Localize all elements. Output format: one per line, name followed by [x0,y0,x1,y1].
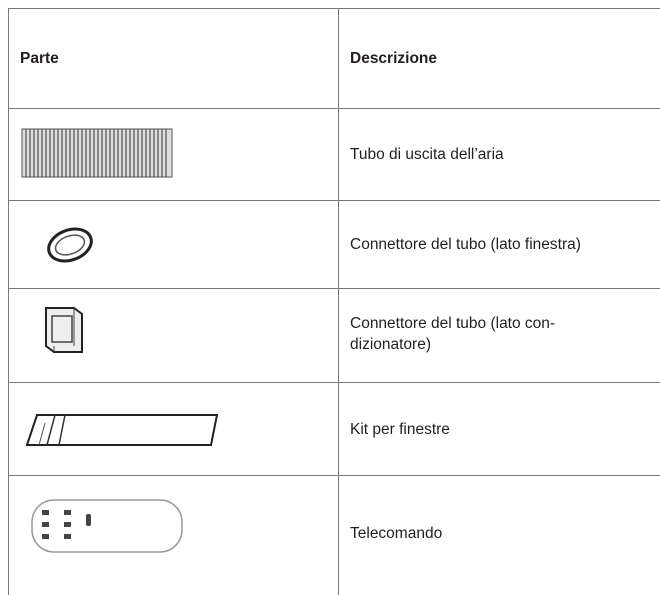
line: Kit per finestre [350,421,450,438]
line: Tubo di uscita dell’aria [350,146,504,163]
rule [8,288,660,289]
description: Connettore del tubo (lato finestra) [350,234,581,255]
description: Telecomando [350,523,442,544]
line: Connettore del tubo (lato con- [350,315,556,332]
description: Tubo di uscita dell’aria [350,144,504,165]
header-cell: Parte [20,50,59,67]
rule [338,8,339,595]
rule [8,108,660,109]
rule [8,382,660,383]
description: Kit per finestre [350,419,450,440]
rule [8,8,9,595]
line: dizionatore) [350,336,431,353]
header-cell: Descrizione [350,50,438,67]
window-kit-icon [25,414,219,446]
rule [8,8,660,9]
connector-icon [47,227,93,263]
remote-icon [31,499,183,553]
adapter-icon [45,307,83,353]
line: Connettore del tubo (lato finestra) [350,236,581,253]
hose-icon [21,128,173,178]
description: Connettore del tubo (lato con-dizionator… [350,313,555,355]
rule [8,200,660,201]
rule [8,475,660,476]
line: Telecomando [350,525,443,542]
